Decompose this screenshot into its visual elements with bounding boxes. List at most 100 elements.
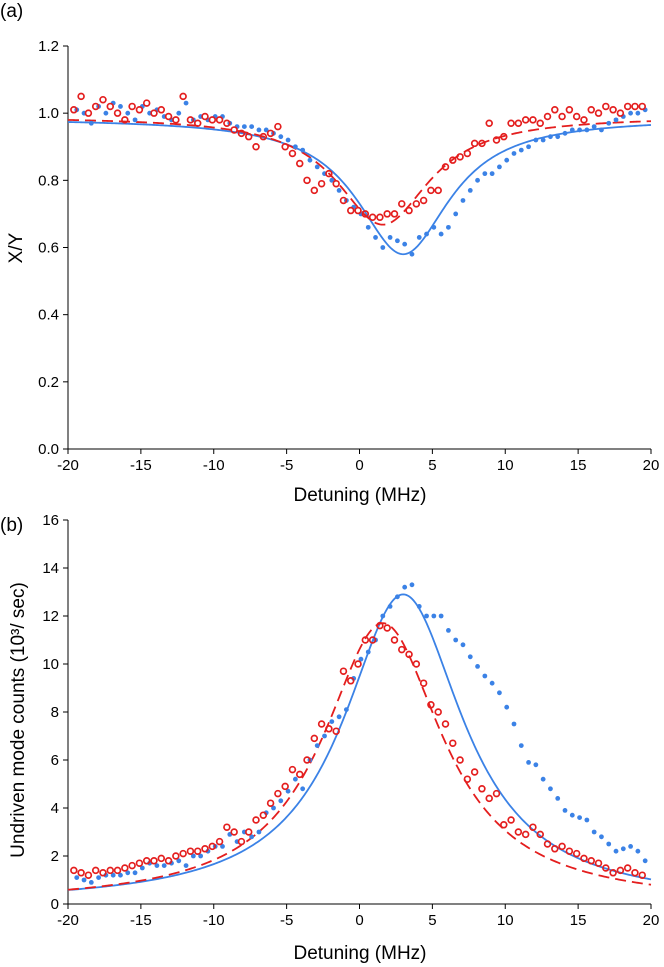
blue-dot-point (424, 613, 429, 619)
red-circle-point (135, 859, 144, 867)
blue-dot-point (285, 788, 291, 794)
x-tick-label: -20 (57, 912, 79, 929)
red-circle-point (449, 739, 457, 747)
blue-dot-point (548, 786, 553, 792)
blue-dot-point (518, 147, 524, 153)
red-circle-point (310, 734, 319, 743)
red-circle-point (543, 112, 552, 121)
blue-dot-point (329, 177, 335, 183)
red-circle-point (252, 143, 260, 151)
x-tick-label: 0 (355, 457, 363, 474)
red-circle-point (434, 186, 442, 195)
x-tick-label: -5 (280, 912, 293, 929)
blue-dot-point (154, 863, 160, 868)
red-circle-point (507, 816, 515, 824)
red-circle-point (383, 210, 391, 218)
panel-a-label: (a) (0, 1, 23, 22)
red-circle-point (172, 116, 180, 124)
blue-dot-point (606, 120, 612, 126)
red-circle-point (237, 129, 246, 138)
red-circle-point (514, 119, 523, 127)
blue-dot-point (278, 134, 284, 140)
y-tick-label: 10 (42, 656, 59, 673)
red-circle-point (77, 869, 85, 877)
panel-b-axes: -20 -15 -10 -5 0 5 10 15 20 0 2 4 6 8 10 12 14 16 (42, 512, 659, 929)
y-tick-label: 16 (42, 512, 59, 529)
panel-a-data-points (70, 92, 648, 257)
blue-dot-point (205, 848, 211, 854)
red-circle-point (390, 210, 399, 218)
blue-dot-point (584, 127, 590, 133)
red-circle-point (638, 102, 647, 111)
blue-dot-point (613, 848, 619, 854)
blue-dot-point (620, 846, 626, 852)
x-tick-label: -15 (130, 457, 152, 474)
red-circle-point (274, 789, 282, 798)
blue-dot-point (584, 817, 590, 823)
red-circle-point (434, 708, 442, 716)
blue-dot-point (198, 853, 204, 859)
red-circle-point (529, 116, 537, 124)
blue-dot-point (635, 848, 641, 854)
red-circle-point (368, 636, 377, 644)
blue-dot-point (300, 786, 306, 792)
red-circle-point (135, 106, 144, 114)
red-circle-point (99, 869, 107, 877)
red-circle-point (142, 99, 151, 107)
blue-dot-point (511, 151, 517, 156)
blue-dot-point (118, 104, 123, 109)
red-circle-point (325, 169, 333, 178)
x-tick-label: -20 (57, 457, 79, 474)
red-circle-point (252, 816, 260, 824)
red-circle-point (310, 186, 319, 195)
blue-dot-point (409, 251, 415, 257)
blue-dot-point (118, 872, 123, 878)
red-circle-point (558, 112, 566, 121)
blue-dot-point (263, 127, 269, 133)
panel-b-label: (b) (0, 515, 23, 536)
red-circle-point (580, 854, 588, 863)
blue-dot-point (387, 235, 393, 240)
blue-dot-point (88, 880, 94, 885)
blue-dot-point (416, 604, 422, 609)
blue-dot-point (220, 844, 225, 849)
x-tick-label: -15 (130, 912, 152, 929)
red-circle-point (237, 837, 246, 846)
red-circle-point (412, 200, 421, 208)
y-tick-label: 0.0 (38, 441, 59, 458)
red-circle-point (529, 823, 537, 831)
blue-dot-point (176, 110, 182, 116)
blue-dot-point (577, 815, 582, 820)
blue-dot-point (343, 707, 349, 712)
panel-b-y-axis-title: Undriven mode counts (10³/ sec) (8, 582, 29, 858)
blue-dot-point (249, 124, 255, 129)
blue-dot-point (628, 844, 633, 849)
red-circle-point (536, 119, 544, 127)
red-circle-point (405, 650, 413, 659)
red-circle-point (230, 828, 238, 836)
blue-dot-point (482, 171, 488, 177)
blue-dot-point (365, 224, 371, 230)
blue-dot-point (169, 860, 174, 866)
x-tick-label: 15 (570, 912, 587, 929)
red-circle-point (376, 621, 384, 630)
blue-dot-point (190, 853, 196, 859)
blue-dot-point (526, 144, 531, 150)
blue-dot-point (322, 733, 327, 739)
red-circle-point (230, 126, 238, 134)
x-tick-label: -10 (203, 912, 225, 929)
red-circle-point (594, 859, 603, 867)
red-circle-point (317, 720, 326, 728)
blue-dot-point (336, 188, 342, 193)
blue-dot-point (562, 130, 568, 136)
blue-dot-point (161, 863, 167, 868)
red-circle-point (405, 206, 413, 215)
red-circle-point (288, 149, 297, 158)
red-circle-point (456, 756, 464, 764)
red-circle-point (172, 852, 180, 860)
red-circle-point (572, 849, 581, 858)
blue-dot-point (431, 224, 437, 230)
blue-dot-point (453, 211, 459, 217)
y-tick-label: 1.0 (38, 105, 59, 122)
red-circle-point (150, 857, 158, 865)
